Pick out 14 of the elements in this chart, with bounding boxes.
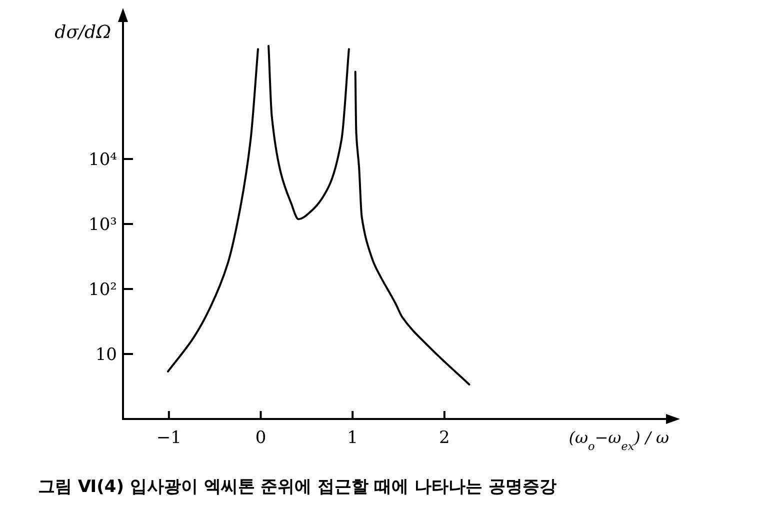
x-tick-label: 2 [439, 428, 450, 448]
x-axis-title: (ω$_{o}$−ω$_{ex}$) / ω [568, 428, 669, 452]
y-axis-title: dσ/dΩ [54, 22, 112, 43]
x-tick-label: 0 [255, 428, 266, 448]
y-tick-label: 10 [95, 344, 117, 365]
x-tick-label: −1 [156, 428, 182, 448]
line-series [354, 70, 470, 386]
line-series [268, 44, 350, 220]
y-tick-label: 10² [88, 280, 117, 300]
x-tick-label: 1 [347, 428, 358, 448]
y-tick-label: 10³ [88, 214, 117, 235]
text: 그림 Ⅵ(4) 입사광이 엑씨톤 준위에 접근할 때에 나타나는 공명증강 [38, 477, 556, 497]
line-series [167, 48, 259, 372]
y-tick-label: 10⁴ [88, 150, 118, 170]
